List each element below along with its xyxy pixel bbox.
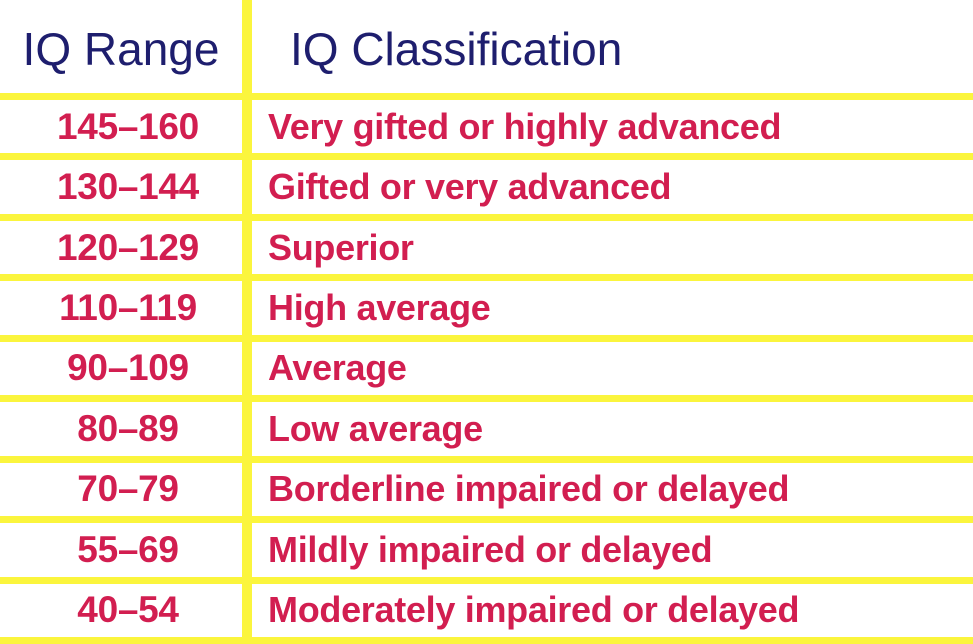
table-row: 110–119 High average [0,281,973,342]
iq-range-cell: 120–129 [0,220,252,275]
table-row: 40–54 Moderately impaired or delayed [0,583,973,644]
iq-classification-cell: Very gifted or highly advanced [268,105,782,147]
table-row: 80–89 Low average [0,402,973,463]
iq-classification-cell: Superior [268,226,414,268]
table-row: 90–109 Average [0,341,973,403]
table-header-row: IQ Range IQ Classification [0,0,973,100]
iq-classification-cell: High average [268,287,491,329]
table-row: 130–144 Gifted or very advanced [0,160,973,221]
iq-range-cell: 130–144 [0,160,252,214]
column-header-iq-range: IQ Range [0,0,252,93]
iq-classification-cell: Gifted or very advanced [268,166,672,208]
column-header-iq-classification: IQ Classification [290,22,623,75]
iq-range-cell: 55–69 [0,523,252,577]
table-row: 55–69 Mildly impaired or delayed [0,523,973,584]
iq-classification-cell: Low average [268,407,483,449]
table-row: 145–160 Very gifted or highly advanced [0,100,973,161]
table-row: 70–79 Borderline impaired or delayed [0,462,973,524]
iq-range-cell: 110–119 [0,281,252,335]
iq-range-cell: 70–79 [0,462,252,517]
iq-range-cell: 80–89 [0,402,252,456]
iq-classification-cell: Moderately impaired or delayed [268,589,800,631]
iq-range-cell: 90–109 [0,341,252,396]
iq-classification-cell: Mildly impaired or delayed [268,528,713,570]
iq-classification-cell: Average [268,347,407,389]
iq-range-cell: 145–160 [0,100,252,154]
iq-classification-cell: Borderline impaired or delayed [268,468,790,510]
iq-range-cell: 40–54 [0,583,252,637]
table-row: 120–129 Superior [0,220,973,282]
